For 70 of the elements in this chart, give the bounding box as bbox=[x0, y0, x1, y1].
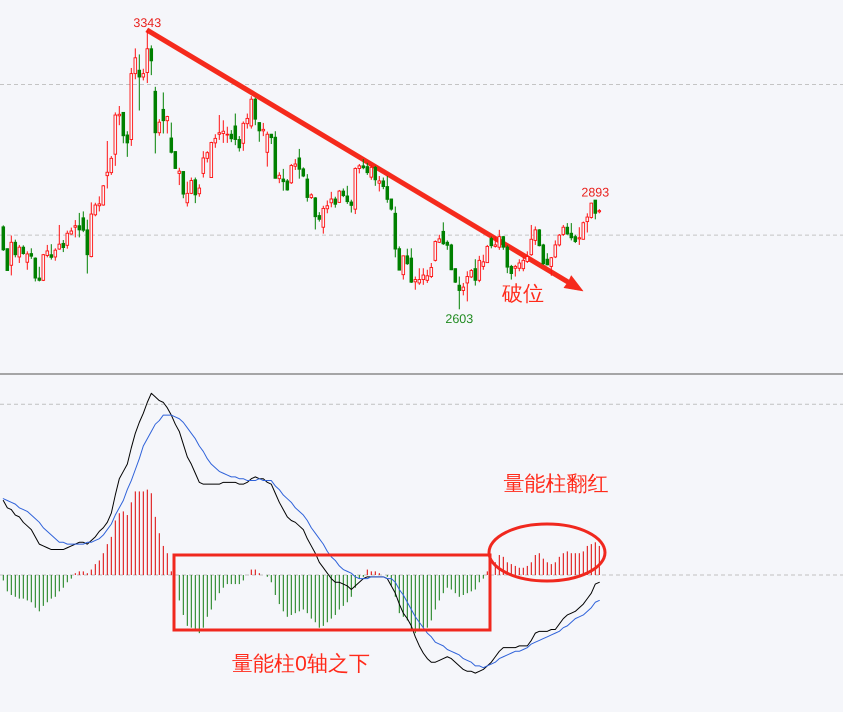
candlestick bbox=[490, 236, 494, 249]
candlestick bbox=[366, 162, 370, 176]
candlestick bbox=[14, 239, 18, 258]
candlestick bbox=[570, 222, 574, 241]
candlestick bbox=[74, 220, 78, 238]
candlestick bbox=[478, 255, 482, 283]
annotation: 量能柱翻红 bbox=[504, 472, 608, 496]
candlestick bbox=[178, 167, 182, 186]
candlestick bbox=[378, 176, 382, 192]
candlestick bbox=[290, 163, 294, 184]
candlestick bbox=[426, 269, 430, 284]
candlestick bbox=[522, 256, 526, 272]
candlestick bbox=[402, 254, 406, 280]
candlestick bbox=[186, 181, 190, 208]
candlestick bbox=[18, 244, 22, 264]
candlestick bbox=[158, 118, 162, 136]
candlestick bbox=[362, 158, 366, 170]
candlestick bbox=[414, 276, 418, 290]
candlestick bbox=[202, 150, 206, 178]
candlestick bbox=[434, 240, 438, 262]
annotation: 2893 bbox=[581, 186, 610, 200]
candlestick bbox=[514, 264, 518, 278]
annotation: 量能柱0轴之下 bbox=[232, 652, 370, 676]
candlestick bbox=[66, 230, 70, 250]
candlestick bbox=[442, 222, 446, 246]
candlestick bbox=[430, 262, 434, 279]
candlestick bbox=[494, 236, 498, 248]
candlestick bbox=[334, 196, 338, 208]
candlestick bbox=[50, 244, 54, 260]
candlestick bbox=[498, 229, 502, 250]
candlestick bbox=[466, 270, 470, 302]
candlestick bbox=[146, 30, 150, 84]
annotation: 2603 bbox=[445, 312, 474, 326]
candlestick bbox=[314, 196, 318, 230]
candlestick bbox=[458, 276, 462, 310]
candlestick bbox=[346, 185, 350, 204]
candlestick bbox=[234, 113, 238, 146]
candlestick bbox=[374, 165, 378, 186]
candlestick bbox=[194, 177, 198, 204]
candlestick bbox=[322, 205, 326, 234]
candlestick bbox=[106, 140, 110, 189]
candlestick bbox=[474, 258, 478, 286]
candlestick bbox=[22, 244, 26, 256]
candlestick bbox=[278, 172, 282, 184]
candlestick bbox=[150, 44, 154, 76]
candlestick bbox=[138, 54, 142, 112]
candlestick bbox=[298, 148, 302, 180]
candlestick bbox=[242, 120, 246, 152]
candlestick bbox=[230, 130, 234, 143]
candlestick bbox=[10, 235, 14, 276]
annotation: 3343 bbox=[133, 16, 162, 30]
annotation: 破位 bbox=[501, 282, 544, 306]
candlestick bbox=[26, 250, 30, 270]
candlestick bbox=[306, 174, 310, 202]
candlestick bbox=[198, 184, 202, 198]
candlestick bbox=[422, 268, 426, 286]
candlestick bbox=[122, 112, 126, 144]
candlestick bbox=[370, 164, 374, 180]
candlestick bbox=[78, 212, 82, 238]
candlestick bbox=[578, 226, 582, 246]
candlestick bbox=[594, 200, 598, 220]
candlestick bbox=[62, 240, 66, 253]
candlestick bbox=[166, 115, 170, 134]
candlestick bbox=[182, 170, 186, 199]
candlestick bbox=[162, 92, 166, 134]
candlestick bbox=[54, 248, 58, 262]
candlestick bbox=[338, 189, 342, 204]
candlestick bbox=[418, 268, 422, 286]
candlestick bbox=[566, 222, 570, 236]
candlestick bbox=[282, 168, 286, 192]
